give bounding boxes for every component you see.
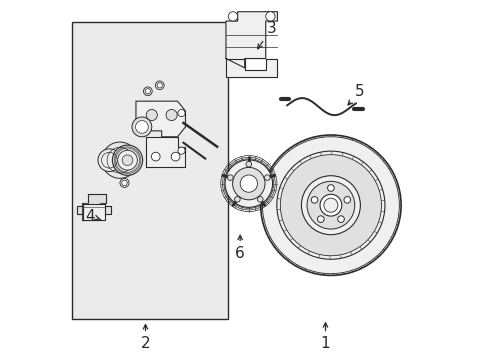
Circle shape (301, 176, 360, 235)
Text: 2: 2 (141, 325, 150, 351)
Circle shape (166, 109, 177, 121)
Circle shape (323, 198, 337, 212)
Circle shape (337, 216, 344, 222)
Circle shape (120, 178, 129, 188)
Text: 6: 6 (235, 235, 244, 261)
Circle shape (276, 151, 384, 259)
Polygon shape (225, 59, 277, 77)
Polygon shape (82, 194, 106, 220)
Circle shape (240, 175, 257, 192)
Circle shape (257, 197, 263, 202)
Circle shape (122, 155, 133, 166)
Polygon shape (136, 101, 185, 137)
Circle shape (143, 87, 152, 96)
Circle shape (265, 12, 275, 21)
Circle shape (264, 175, 269, 180)
Circle shape (157, 83, 162, 88)
Polygon shape (145, 137, 185, 166)
Circle shape (151, 152, 160, 161)
Text: 3: 3 (257, 21, 276, 49)
Polygon shape (105, 206, 111, 214)
Circle shape (122, 180, 127, 186)
Text: 5: 5 (347, 84, 364, 105)
Circle shape (280, 155, 381, 256)
Text: 1: 1 (320, 323, 329, 351)
Circle shape (178, 109, 184, 117)
Circle shape (102, 142, 138, 178)
Polygon shape (225, 12, 277, 68)
Circle shape (245, 161, 251, 167)
Circle shape (310, 197, 317, 203)
Polygon shape (77, 206, 83, 214)
Circle shape (232, 167, 264, 200)
Circle shape (228, 12, 237, 21)
Bar (72, 22, 228, 319)
Circle shape (145, 89, 150, 94)
Text: 4: 4 (85, 208, 101, 224)
Circle shape (319, 194, 341, 216)
Circle shape (112, 145, 142, 175)
Circle shape (306, 181, 354, 229)
Circle shape (327, 185, 333, 191)
Circle shape (224, 160, 272, 207)
Circle shape (178, 147, 184, 154)
Circle shape (146, 109, 157, 121)
Circle shape (343, 197, 350, 203)
Circle shape (98, 149, 121, 172)
Polygon shape (83, 204, 105, 220)
Circle shape (132, 117, 151, 137)
Circle shape (234, 197, 240, 202)
Circle shape (260, 135, 400, 275)
Circle shape (227, 175, 233, 180)
Circle shape (118, 150, 137, 170)
Circle shape (155, 81, 164, 90)
Circle shape (135, 121, 148, 133)
Circle shape (317, 216, 324, 222)
Circle shape (171, 152, 180, 161)
